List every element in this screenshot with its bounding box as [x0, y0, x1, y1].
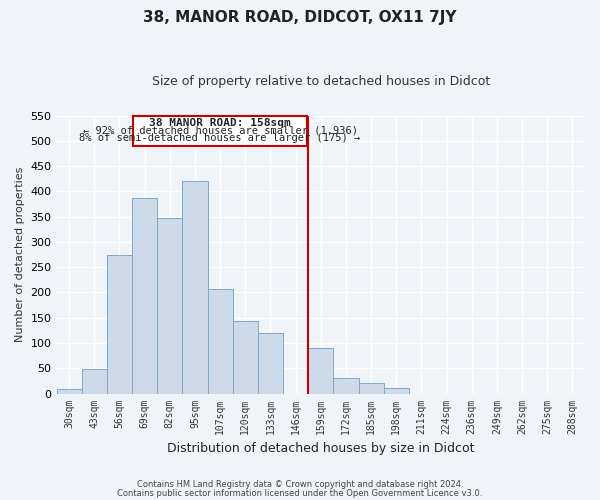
Bar	[258, 334, 283, 394]
Text: 38, MANOR ROAD, DIDCOT, OX11 7JY: 38, MANOR ROAD, DIDCOT, OX11 7JY	[143, 10, 457, 25]
Bar	[334, 378, 359, 394]
Bar	[233, 322, 258, 394]
Text: ← 92% of detached houses are smaller (1,936): ← 92% of detached houses are smaller (1,…	[83, 126, 358, 136]
Bar	[157, 218, 182, 394]
Text: Contains public sector information licensed under the Open Government Licence v3: Contains public sector information licen…	[118, 488, 482, 498]
Bar	[359, 383, 383, 394]
Bar	[82, 370, 107, 394]
Title: Size of property relative to detached houses in Didcot: Size of property relative to detached ho…	[152, 75, 490, 88]
FancyBboxPatch shape	[133, 116, 307, 146]
Bar	[383, 388, 409, 394]
Bar	[132, 198, 157, 394]
X-axis label: Distribution of detached houses by size in Didcot: Distribution of detached houses by size …	[167, 442, 475, 455]
Bar	[308, 348, 334, 394]
Bar	[182, 182, 208, 394]
Text: Contains HM Land Registry data © Crown copyright and database right 2024.: Contains HM Land Registry data © Crown c…	[137, 480, 463, 489]
Bar	[56, 388, 82, 394]
Y-axis label: Number of detached properties: Number of detached properties	[15, 167, 25, 342]
Bar	[208, 289, 233, 394]
Text: 8% of semi-detached houses are larger (175) →: 8% of semi-detached houses are larger (1…	[79, 133, 361, 143]
Bar	[107, 255, 132, 394]
Text: 38 MANOR ROAD: 158sqm: 38 MANOR ROAD: 158sqm	[149, 118, 291, 128]
